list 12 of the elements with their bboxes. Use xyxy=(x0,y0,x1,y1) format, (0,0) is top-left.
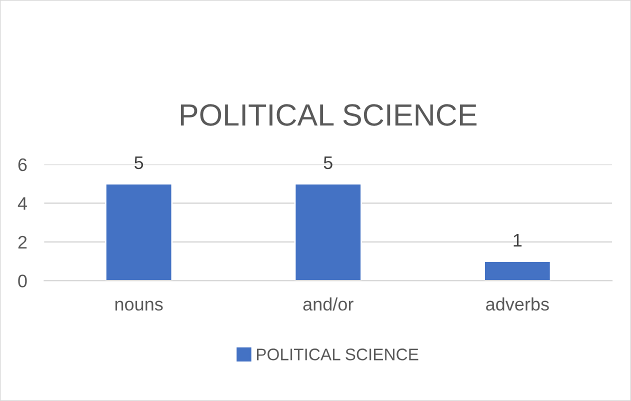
x-tick-label: nouns xyxy=(115,300,163,311)
legend-label: POLITICAL SCIENCE xyxy=(257,348,418,360)
y-tick-label: 6 xyxy=(18,158,27,172)
data-label: 5 xyxy=(134,156,144,170)
chart-title: POLITICAL SCIENCE xyxy=(180,104,477,126)
y-tick-label: 2 xyxy=(18,236,27,248)
x-tick-label: adverbs xyxy=(486,297,549,311)
y-tick-label: 0 xyxy=(18,274,27,288)
x-tick-label: and/or xyxy=(303,297,354,311)
data-label: 1 xyxy=(514,234,522,246)
data-label: 5 xyxy=(324,156,332,170)
y-tick-label: 4 xyxy=(18,197,27,210)
